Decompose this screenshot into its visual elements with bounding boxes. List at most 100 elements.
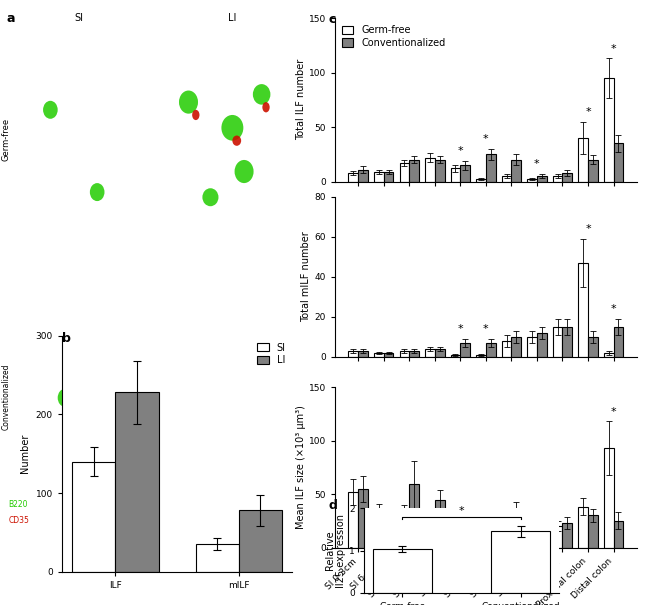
Text: Germ-free: Germ-free [2, 117, 11, 161]
Bar [348, 492, 358, 548]
Bar [502, 341, 512, 357]
Bar [460, 524, 470, 548]
Text: CD35: CD35 [8, 515, 29, 525]
Text: LI: LI [228, 13, 236, 24]
Bar [460, 343, 470, 357]
Bar [562, 523, 572, 548]
Text: d: d [328, 499, 337, 512]
Y-axis label: Mean ILF size (×10³ µm³): Mean ILF size (×10³ µm³) [296, 405, 306, 529]
Bar [400, 163, 410, 182]
Bar [384, 172, 393, 182]
Bar [400, 513, 410, 548]
Text: *: * [585, 224, 591, 234]
Bar [578, 138, 588, 182]
Bar [425, 526, 435, 548]
Bar [374, 353, 383, 357]
Bar [196, 544, 239, 572]
Bar [537, 535, 547, 548]
Bar [435, 160, 445, 182]
Bar [578, 507, 588, 548]
Bar [512, 337, 521, 357]
Text: *: * [611, 44, 616, 54]
Text: *: * [458, 324, 463, 334]
Y-axis label: Number: Number [20, 434, 30, 474]
Text: *: * [483, 134, 489, 144]
Bar [614, 143, 623, 182]
Bar [512, 160, 521, 182]
Bar [435, 500, 445, 548]
Text: *: * [611, 407, 616, 417]
Ellipse shape [192, 110, 200, 120]
Ellipse shape [235, 160, 254, 183]
Bar [588, 337, 598, 357]
Text: *: * [483, 324, 489, 334]
Bar [578, 263, 588, 357]
Bar [502, 540, 512, 548]
Bar [239, 511, 282, 572]
Bar [410, 485, 419, 548]
Bar [348, 351, 358, 357]
Ellipse shape [222, 115, 243, 140]
Bar [450, 532, 460, 548]
Bar [527, 337, 537, 357]
Bar [588, 160, 598, 182]
Bar [384, 353, 393, 357]
Text: *: * [585, 106, 591, 117]
Bar [460, 165, 470, 182]
Bar [502, 176, 512, 181]
Text: b: b [62, 332, 71, 344]
Bar [562, 173, 572, 181]
Bar [410, 351, 419, 357]
Bar [374, 510, 383, 548]
Ellipse shape [202, 188, 218, 206]
Bar [486, 154, 495, 182]
Bar [116, 393, 159, 572]
Bar [476, 179, 486, 182]
Bar [614, 521, 623, 548]
Ellipse shape [179, 91, 198, 114]
Bar [614, 327, 623, 357]
Text: c: c [328, 13, 335, 26]
Y-axis label: Total mILF number: Total mILF number [302, 232, 311, 322]
Bar [348, 173, 358, 181]
Bar [604, 78, 614, 182]
Text: SI: SI [75, 13, 84, 24]
Bar [358, 351, 368, 357]
Ellipse shape [90, 183, 105, 201]
Bar [400, 351, 410, 357]
Bar [552, 176, 562, 181]
Bar [450, 355, 460, 357]
Bar [476, 532, 486, 548]
Y-axis label: Relative
Il25 expression: Relative Il25 expression [325, 514, 346, 587]
Text: B220: B220 [8, 500, 28, 509]
Bar [512, 514, 521, 548]
Ellipse shape [238, 357, 256, 378]
Ellipse shape [195, 374, 211, 395]
Bar [604, 353, 614, 357]
Bar [358, 169, 368, 181]
Bar [486, 343, 495, 357]
Text: *: * [458, 146, 463, 156]
Ellipse shape [58, 389, 72, 407]
Bar [476, 355, 486, 357]
Text: a: a [6, 12, 15, 25]
Bar [425, 349, 435, 357]
Text: *: * [611, 304, 616, 314]
Bar [425, 157, 435, 182]
Bar [552, 526, 562, 548]
Bar [537, 176, 547, 181]
Bar [527, 179, 537, 182]
Ellipse shape [43, 101, 58, 119]
Bar [374, 172, 383, 182]
Bar [588, 515, 598, 548]
Ellipse shape [88, 413, 95, 424]
Bar [486, 520, 495, 548]
Legend: SI, LI: SI, LI [255, 341, 288, 367]
Bar [358, 489, 368, 548]
Bar [435, 349, 445, 357]
Text: *: * [534, 159, 540, 169]
Bar [491, 532, 550, 593]
Bar [552, 327, 562, 357]
Text: *: * [459, 506, 464, 516]
Text: Conventionalized: Conventionalized [2, 363, 11, 430]
